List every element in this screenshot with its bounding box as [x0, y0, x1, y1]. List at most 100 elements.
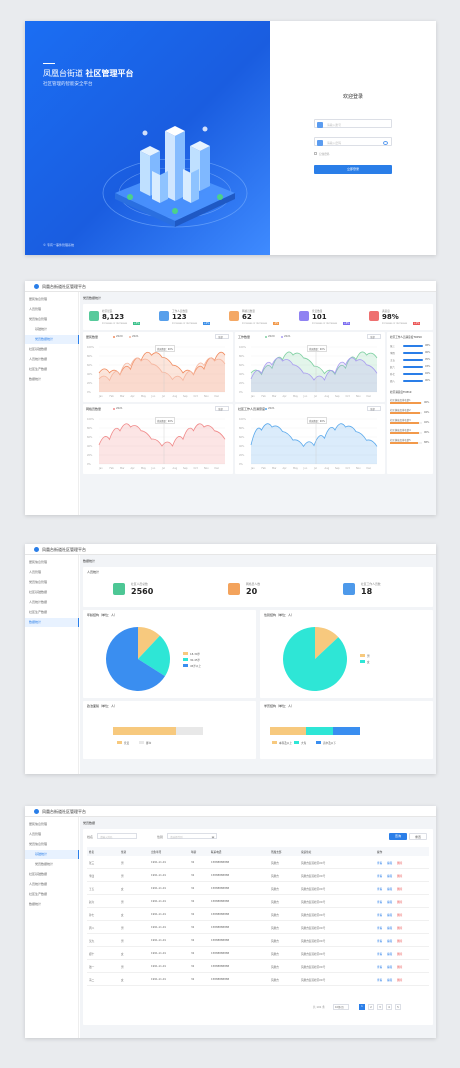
gender-filter-placeholder: 请选择性别: [170, 836, 183, 840]
remember-label: 记住密码: [319, 153, 330, 156]
sidebar-item-people[interactable]: 人员管理: [29, 832, 42, 836]
chart-filter-select[interactable]: 全部: [215, 334, 229, 339]
sidebar-item-community[interactable]: 社区基础数据: [29, 590, 48, 594]
row-action-delete[interactable]: 删除: [397, 927, 403, 930]
row-action-view[interactable]: 查看: [377, 914, 383, 917]
ranking-name: 赵六: [390, 366, 395, 369]
row-action-view[interactable]: 查看: [377, 875, 383, 878]
row-action-edit[interactable]: 编辑: [387, 927, 393, 930]
sidebar-item-community[interactable]: 社区基础数据: [29, 347, 48, 351]
sidebar-item-people-stats[interactable]: 人员统计数据: [29, 357, 48, 361]
x-tick-label: Jul: [161, 467, 165, 470]
bar-segment: [113, 727, 176, 735]
row-action-view[interactable]: 查看: [377, 927, 383, 930]
table-cell: 15888888888: [211, 900, 230, 903]
legend-label: 2021: [268, 407, 275, 411]
sidebar-item-residents[interactable]: 居民信息管理: [29, 297, 48, 301]
remember-checkbox[interactable]: [314, 152, 317, 155]
sidebar-item-people-stats[interactable]: 人员统计数据: [29, 882, 48, 886]
row-action-edit[interactable]: 编辑: [387, 914, 393, 917]
search-button[interactable]: 查询: [389, 833, 407, 840]
page-button[interactable]: 1: [359, 1004, 365, 1010]
table-cell: 吴九: [89, 940, 95, 943]
table-cell: 凤凰台街道社区XX号: [301, 901, 326, 904]
table-cell: 15888888888: [211, 887, 230, 890]
sidebar-item-data[interactable]: 数据统计: [29, 902, 42, 906]
sidebar-item-people[interactable]: 人员管理: [29, 570, 42, 574]
sidebar-item-people-stats[interactable]: 人员统计数据: [29, 600, 48, 604]
pie-slice: [315, 627, 339, 659]
row-action-edit[interactable]: 编辑: [387, 953, 393, 956]
y-tick-label: 80%: [87, 427, 93, 430]
row-action-view[interactable]: 查看: [377, 979, 383, 982]
sidebar-item-data[interactable]: 数据统计: [25, 618, 79, 627]
sidebar-item-people[interactable]: 人员管理: [29, 307, 42, 311]
page-size-select[interactable]: 10条/页: [333, 1004, 349, 1010]
line-chart-svg: 100% 80% 60% 40% 20% 0% Jan Feb Mar Apr May Jun Jul A…: [87, 346, 226, 398]
chart-filter-select[interactable]: 全部: [367, 406, 381, 411]
breadcrumb: 数据统计: [83, 559, 96, 563]
sidebar-item-production[interactable]: 社区生产数据: [29, 610, 48, 614]
y-tick-label: 80%: [239, 355, 245, 358]
page-button[interactable]: 3: [377, 1004, 383, 1010]
sidebar-item-party[interactable]: 党员信息管理: [29, 842, 48, 846]
page-button[interactable]: 4: [386, 1004, 392, 1010]
x-tick-label: Nov: [204, 395, 209, 398]
sidebar-item-residents[interactable]: 居民信息管理: [29, 560, 48, 564]
row-action-edit[interactable]: 编辑: [387, 901, 393, 904]
row-action-edit[interactable]: 编辑: [387, 966, 393, 969]
summary-value: 20: [246, 587, 258, 596]
password-field[interactable]: 请输入密码: [314, 137, 392, 146]
username-field[interactable]: 请输入账号: [314, 119, 392, 128]
row-action-view[interactable]: 查看: [377, 966, 383, 969]
row-action-edit[interactable]: 编辑: [387, 888, 393, 891]
row-action-view[interactable]: 查看: [377, 901, 383, 904]
sidebar-item-party-stats[interactable]: 党员数据统计: [35, 862, 54, 866]
table-cell: 凤凰台: [271, 901, 279, 904]
series-area: [251, 351, 377, 392]
x-tick-label: Jan: [250, 467, 255, 470]
x-tick-label: Mar: [272, 395, 277, 398]
x-tick-label: Jan: [250, 395, 255, 398]
row-action-edit[interactable]: 编辑: [387, 875, 393, 878]
row-action-delete[interactable]: 删除: [397, 862, 403, 865]
row-action-delete[interactable]: 删除: [397, 953, 403, 956]
row-action-edit[interactable]: 编辑: [387, 940, 393, 943]
sidebar-item-party[interactable]: 党员信息管理: [29, 580, 48, 584]
sidebar-item-party[interactable]: 党员信息管理: [29, 317, 48, 321]
row-action-delete[interactable]: 删除: [397, 914, 403, 917]
chart-filter-select[interactable]: 全部: [367, 334, 381, 339]
page-button[interactable]: 2: [368, 1004, 374, 1010]
sidebar-item-community[interactable]: 社区基础数据: [29, 872, 48, 876]
statistics-main: 数据统计 人员统计 社区人员总数 2560 网格员人数 20 社区工作人员数 18 年龄结…: [80, 555, 436, 774]
sidebar-item-residents[interactable]: 居民信息管理: [29, 822, 48, 826]
table-cell: 15888888888: [211, 926, 230, 929]
gender-filter-select[interactable]: 请选择性别: [167, 833, 217, 839]
reset-button[interactable]: 重置: [409, 833, 427, 840]
row-action-view[interactable]: 查看: [377, 953, 383, 956]
row-action-delete[interactable]: 删除: [397, 979, 403, 982]
sidebar-item-basic-stats[interactable]: 基础统计: [25, 850, 79, 859]
row-action-view[interactable]: 查看: [377, 940, 383, 943]
sidebar-item-data[interactable]: 数据统计: [29, 377, 42, 381]
sidebar-item-party-stats[interactable]: 党员数据统计: [25, 335, 79, 344]
login-button[interactable]: 立即登录: [314, 165, 392, 174]
row-action-edit[interactable]: 编辑: [387, 862, 393, 865]
table-cell: 凤凰台: [271, 888, 279, 891]
eye-icon[interactable]: [383, 140, 388, 145]
row-action-delete[interactable]: 删除: [397, 901, 403, 904]
series-line: [250, 351, 378, 376]
row-action-delete[interactable]: 删除: [397, 940, 403, 943]
row-action-view[interactable]: 查看: [377, 888, 383, 891]
page-button[interactable]: 5: [395, 1004, 401, 1010]
sidebar-item-production[interactable]: 社区生产数据: [29, 367, 48, 371]
chart-filter-select[interactable]: 全部: [215, 406, 229, 411]
sidebar-item-basic-stats[interactable]: 基础统计: [35, 327, 48, 331]
row-action-edit[interactable]: 编辑: [387, 979, 393, 982]
sidebar-item-production[interactable]: 社区生产数据: [29, 892, 48, 896]
row-action-delete[interactable]: 删除: [397, 875, 403, 878]
row-action-delete[interactable]: 删除: [397, 966, 403, 969]
row-action-delete[interactable]: 删除: [397, 888, 403, 891]
name-filter-input[interactable]: 请输入姓名: [97, 833, 137, 839]
row-action-view[interactable]: 查看: [377, 862, 383, 865]
